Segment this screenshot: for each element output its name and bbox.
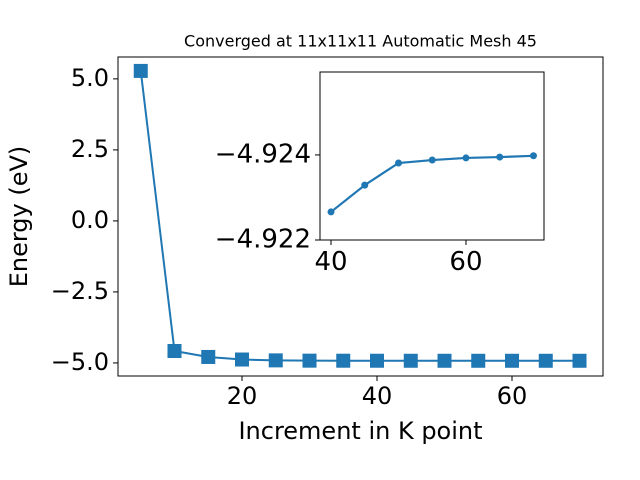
x-tick-label: 60 (449, 247, 482, 277)
marker (327, 208, 335, 216)
marker (336, 353, 351, 368)
marker (167, 344, 182, 359)
marker (370, 353, 385, 368)
marker (462, 154, 470, 162)
x-tick-label: 40 (314, 247, 347, 277)
x-axis-label: Increment in K point (238, 417, 482, 445)
chart-title: Converged at 11x11x11 Automatic Mesh 45 (184, 32, 537, 51)
marker (235, 352, 250, 367)
marker (361, 181, 369, 189)
plot-area (117, 56, 604, 377)
marker (437, 353, 452, 368)
y-tick-label: −4.922 (215, 225, 311, 255)
y-axis-label: Energy (eV) (5, 146, 33, 288)
marker (505, 353, 520, 368)
y-tick-label: 0.0 (71, 206, 109, 234)
marker (394, 159, 402, 167)
marker (572, 353, 587, 368)
marker (201, 349, 216, 364)
marker (471, 353, 486, 368)
marker (428, 156, 436, 164)
marker (403, 353, 418, 368)
marker (496, 153, 504, 161)
marker (268, 353, 283, 368)
marker (529, 152, 537, 160)
y-tick-label: −4.924 (215, 139, 311, 169)
y-tick-label: −5.0 (51, 348, 109, 376)
x-tick-label: 40 (362, 382, 393, 410)
y-tick-label: 2.5 (71, 135, 109, 163)
marker (302, 353, 317, 368)
x-tick-label: 20 (227, 382, 258, 410)
x-tick-label: 60 (497, 382, 528, 410)
marker (538, 353, 553, 368)
plot-area (319, 71, 545, 241)
y-tick-label: −2.5 (51, 277, 109, 305)
marker (133, 63, 148, 78)
y-tick-label: 5.0 (71, 64, 109, 92)
